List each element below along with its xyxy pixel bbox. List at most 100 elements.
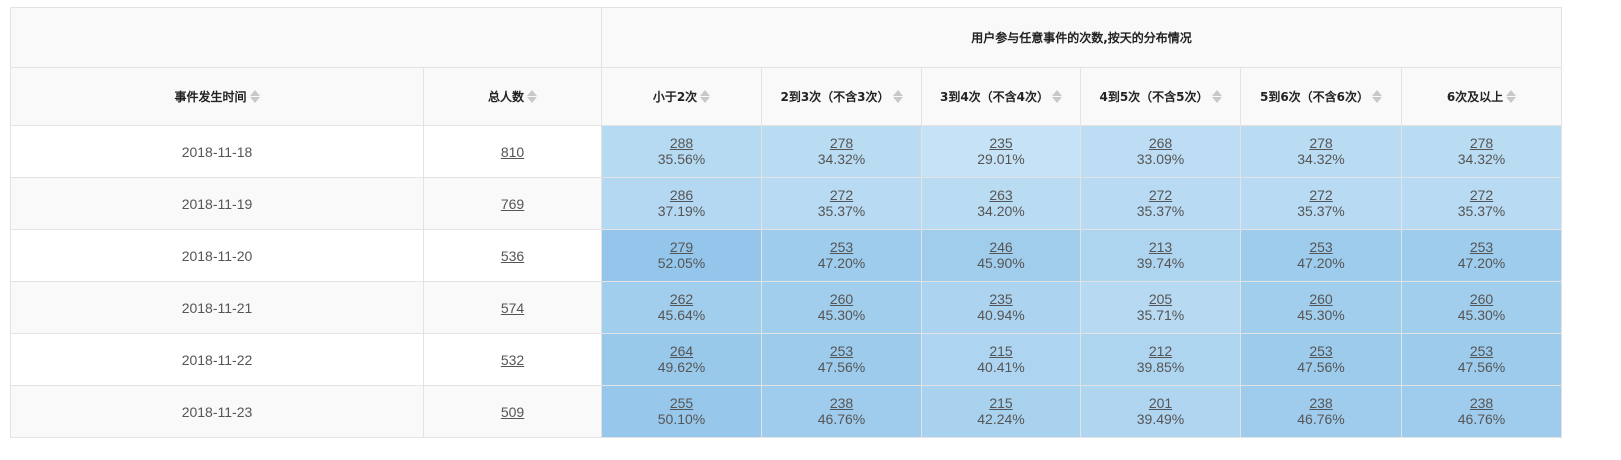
count-cell-5to6: 272 35.37% (1240, 177, 1402, 230)
sort-icon[interactable] (1052, 90, 1063, 103)
count-link[interactable]: 253 (829, 239, 854, 255)
percent-value: 45.64% (657, 307, 706, 323)
count-link[interactable]: 253 (1309, 239, 1333, 255)
count-cell-4to5: 268 33.09% (1080, 125, 1241, 178)
count-link[interactable]: 272 (1469, 187, 1494, 203)
column-header-lt2[interactable]: 小于2次 (601, 67, 762, 126)
count-link[interactable]: 253 (1469, 239, 1494, 255)
sort-icon[interactable] (700, 90, 711, 103)
column-header-5to6[interactable]: 5到6次（不含6次） (1240, 67, 1402, 126)
count-link[interactable]: 201 (1148, 395, 1173, 411)
count-link[interactable]: 260 (829, 291, 854, 307)
count-link[interactable]: 286 (669, 187, 694, 203)
percent-value: 46.76% (817, 411, 866, 427)
total-link[interactable]: 574 (500, 299, 525, 316)
count-link[interactable]: 205 (1148, 291, 1173, 307)
column-label: 3到4次（不含4次） (939, 90, 1050, 104)
percent-value: 34.32% (1457, 151, 1506, 167)
percent-value: 49.62% (657, 359, 706, 375)
table-row: 2018-11-22 532 264 49.62% 253 47.56% 215 40.41… (10, 333, 1563, 386)
count-cell-2to3: 272 35.37% (761, 177, 922, 230)
percent-value: 33.09% (1136, 151, 1185, 167)
count-link[interactable]: 262 (669, 291, 694, 307)
count-cell-3to4: 215 40.41% (921, 333, 1081, 386)
percent-value: 35.71% (1136, 307, 1185, 323)
count-cell-2to3: 260 45.30% (761, 281, 922, 334)
count-link[interactable]: 238 (1469, 395, 1494, 411)
count-link[interactable]: 278 (1309, 135, 1333, 151)
column-header-total[interactable]: 总人数 (423, 67, 602, 126)
count-link[interactable]: 279 (669, 239, 694, 255)
count-link[interactable]: 260 (1309, 291, 1333, 307)
count-link[interactable]: 238 (1309, 395, 1333, 411)
total-link[interactable]: 509 (500, 403, 525, 420)
count-cell-3to4: 235 29.01% (921, 125, 1081, 178)
percent-value: 45.30% (1297, 307, 1345, 323)
column-header-4to5[interactable]: 4到5次（不含5次） (1080, 67, 1241, 126)
sort-icon[interactable] (1506, 90, 1517, 103)
percent-value: 37.19% (657, 203, 706, 219)
table-row: 2018-11-18 810 288 35.56% 278 34.32% 235 29.01… (10, 125, 1563, 178)
count-cell-3to4: 263 34.20% (921, 177, 1081, 230)
table-row: 2018-11-21 574 262 45.64% 260 45.30% 235 40.94… (10, 281, 1563, 334)
total-cell: 536 (423, 229, 602, 282)
count-link[interactable]: 260 (1469, 291, 1494, 307)
count-link[interactable]: 272 (1148, 187, 1173, 203)
count-link[interactable]: 213 (1148, 239, 1173, 255)
sort-icon[interactable] (1372, 90, 1383, 103)
percent-value: 34.32% (817, 151, 866, 167)
percent-value: 47.56% (1457, 359, 1506, 375)
count-link[interactable]: 235 (989, 135, 1013, 151)
sort-icon[interactable] (527, 90, 537, 103)
count-link[interactable]: 272 (1309, 187, 1333, 203)
sort-icon[interactable] (249, 90, 260, 103)
total-cell: 810 (423, 125, 602, 178)
column-header-6plus[interactable]: 6次及以上 (1400, 67, 1563, 126)
count-cell-lt2: 262 45.64% (601, 281, 762, 334)
count-cell-4to5: 213 39.74% (1080, 229, 1241, 282)
date-cell: 2018-11-22 (10, 333, 424, 386)
total-link[interactable]: 769 (500, 195, 525, 212)
column-label: 4到5次（不含5次） (1099, 90, 1209, 104)
percent-value: 47.20% (1457, 255, 1506, 271)
count-link[interactable]: 263 (989, 187, 1013, 203)
count-link[interactable]: 272 (829, 187, 854, 203)
count-link[interactable]: 288 (669, 135, 694, 151)
count-link[interactable]: 278 (1469, 135, 1494, 151)
count-link[interactable]: 253 (1309, 343, 1333, 359)
total-link[interactable]: 810 (500, 143, 525, 160)
count-cell-6plus: 260 45.30% (1400, 281, 1563, 334)
count-cell-2to3: 238 46.76% (761, 385, 922, 438)
count-link[interactable]: 268 (1148, 135, 1173, 151)
count-link[interactable]: 212 (1148, 343, 1173, 359)
distribution-table: 用户参与任意事件的次数,按天的分布情况 事件发生时间 总人数 小于2次 2到3次（不含… (10, 7, 1563, 438)
count-link[interactable]: 215 (989, 343, 1013, 359)
total-link[interactable]: 532 (500, 351, 525, 368)
count-link[interactable]: 238 (829, 395, 854, 411)
column-label: 5到6次（不含6次） (1259, 90, 1370, 104)
count-link[interactable]: 215 (989, 395, 1013, 411)
percent-value: 47.56% (1297, 359, 1345, 375)
column-header-3to4[interactable]: 3到4次（不含4次） (921, 67, 1081, 126)
count-link[interactable]: 253 (829, 343, 854, 359)
percent-value: 39.74% (1136, 255, 1185, 271)
count-cell-4to5: 205 35.71% (1080, 281, 1241, 334)
count-link[interactable]: 253 (1469, 343, 1494, 359)
count-link[interactable]: 264 (669, 343, 694, 359)
count-link[interactable]: 278 (829, 135, 854, 151)
count-link[interactable]: 246 (989, 239, 1013, 255)
column-header-date[interactable]: 事件发生时间 (10, 67, 424, 126)
total-cell: 769 (423, 177, 602, 230)
percent-value: 52.05% (657, 255, 706, 271)
column-header-2to3[interactable]: 2到3次（不含3次） (761, 67, 922, 126)
percent-value: 46.76% (1297, 411, 1345, 427)
count-link[interactable]: 235 (989, 291, 1013, 307)
table-row: 2018-11-23 509 255 50.10% 238 46.76% 215 42.24… (10, 385, 1563, 438)
count-cell-2to3: 253 47.56% (761, 333, 922, 386)
count-cell-2to3: 253 47.20% (761, 229, 922, 282)
sort-icon[interactable] (1211, 90, 1222, 103)
total-link[interactable]: 536 (500, 247, 525, 264)
count-link[interactable]: 255 (669, 395, 694, 411)
sort-icon[interactable] (892, 90, 903, 103)
percent-value: 47.56% (817, 359, 866, 375)
